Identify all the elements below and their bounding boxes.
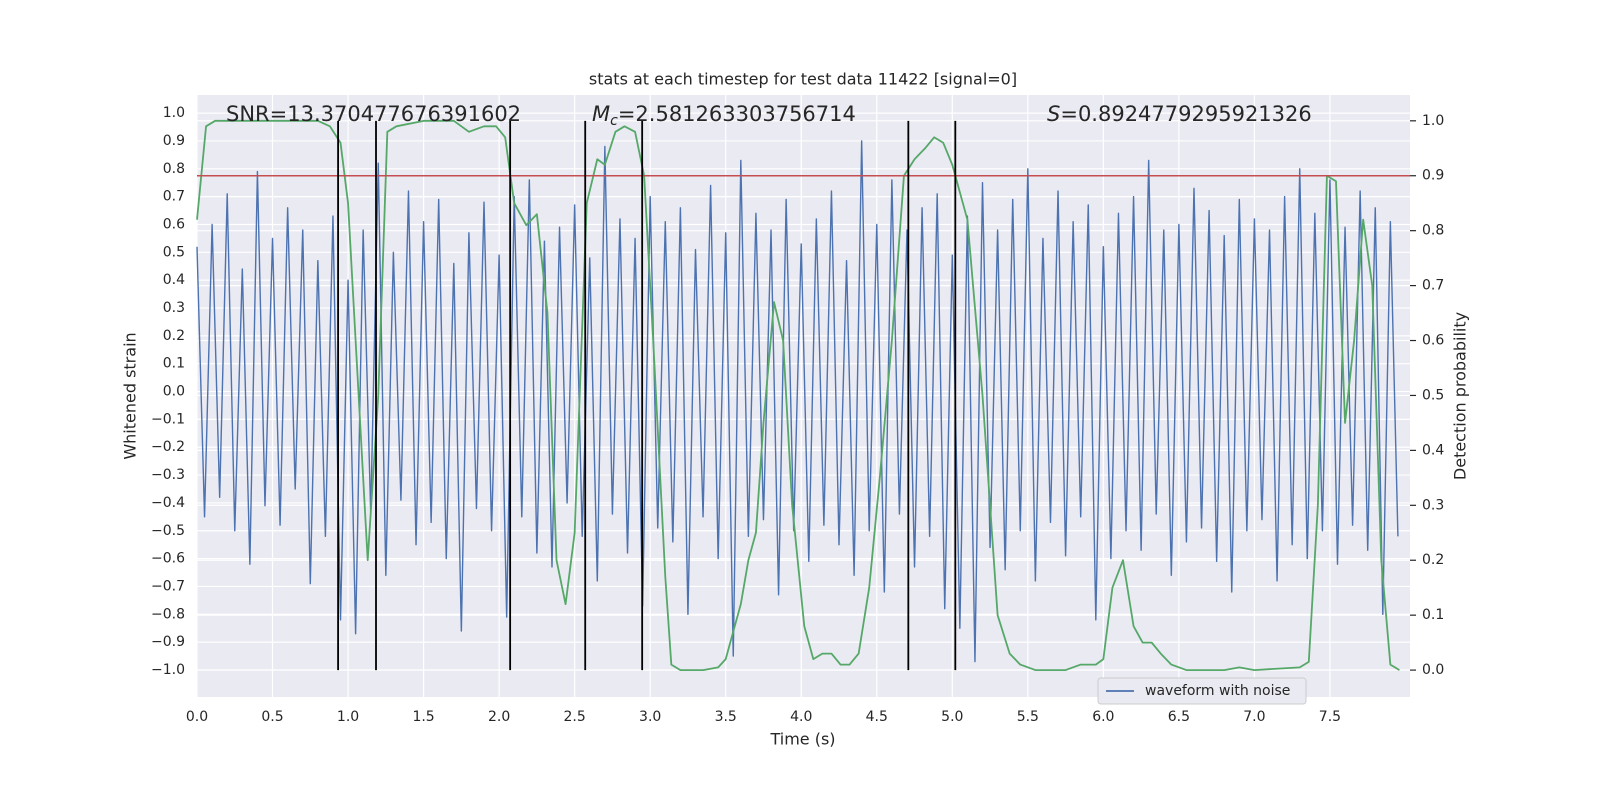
annotation: SNR=13.370477676391602 bbox=[226, 102, 521, 126]
x-axis-label: Time (s) bbox=[769, 730, 835, 749]
y-tick-label: 0.0 bbox=[163, 384, 185, 400]
annotation-symbol: S bbox=[1047, 102, 1060, 126]
y-tick-label: −0.2 bbox=[151, 439, 185, 455]
y2-axis-label: Detection probability bbox=[1451, 312, 1470, 480]
annotation-text: =0.8924779295921326 bbox=[1060, 102, 1311, 126]
x-tick-label: 0.5 bbox=[261, 709, 283, 725]
x-tick-label: 3.5 bbox=[715, 709, 737, 725]
y-tick-label: 0.9 bbox=[163, 133, 185, 149]
legend-box bbox=[1097, 677, 1307, 705]
y-tick-label: 0.8 bbox=[163, 161, 185, 177]
y-tick-label: −0.3 bbox=[151, 467, 185, 483]
x-tick-label: 7.0 bbox=[1243, 709, 1265, 725]
x-tick-label: 1.5 bbox=[412, 709, 434, 725]
y2-tick-label: 0.8 bbox=[1422, 223, 1444, 239]
y-tick-label: −0.7 bbox=[151, 578, 185, 594]
annotation-text: =2.581263303756714 bbox=[618, 102, 856, 126]
y-tick-label: 0.7 bbox=[163, 189, 185, 205]
x-tick-label: 7.5 bbox=[1319, 709, 1341, 725]
y2-tick-label: 0.2 bbox=[1422, 552, 1444, 568]
y2-tick-label: 0.1 bbox=[1422, 607, 1444, 623]
x-tick-label: 0.0 bbox=[186, 709, 208, 725]
y2-tick-label: 0.4 bbox=[1422, 442, 1444, 458]
chart-title: stats at each timestep for test data 114… bbox=[589, 70, 1017, 89]
y-tick-label: −1.0 bbox=[151, 662, 185, 678]
y-tick-label: −0.4 bbox=[151, 495, 185, 511]
annotation-symbol: M bbox=[592, 102, 610, 126]
y-tick-label: 1.0 bbox=[163, 105, 185, 121]
y2-tick-label: 0.5 bbox=[1422, 387, 1444, 403]
y2-tick-label: 1.0 bbox=[1422, 113, 1444, 129]
series-line bbox=[196, 119, 1400, 671]
annotation-text: SNR=13.370477676391602 bbox=[226, 102, 521, 126]
y-tick-label: 0.4 bbox=[163, 272, 185, 288]
series-line bbox=[196, 140, 1399, 663]
x-tick-label: 2.5 bbox=[564, 709, 586, 725]
y2-tick-label: 0.3 bbox=[1422, 497, 1444, 513]
y2-tick-label: 0.0 bbox=[1422, 662, 1444, 678]
y-tick-label: −0.5 bbox=[151, 523, 185, 539]
legend-label: waveform with noise bbox=[1145, 683, 1290, 699]
annotation: Mc=2.581263303756714 bbox=[592, 102, 856, 129]
x-tick-label: 3.0 bbox=[639, 709, 661, 725]
x-tick-label: 2.0 bbox=[488, 709, 510, 725]
x-tick-label: 5.0 bbox=[941, 709, 963, 725]
x-tick-label: 4.0 bbox=[790, 709, 812, 725]
x-tick-label: 1.0 bbox=[337, 709, 359, 725]
y-axis-label: Whitened strain bbox=[121, 332, 140, 459]
y-tick-label: −0.8 bbox=[151, 606, 185, 622]
y-tick-label: 0.3 bbox=[163, 300, 185, 316]
y-tick-label: −0.1 bbox=[151, 411, 185, 427]
annotation: S=0.8924779295921326 bbox=[1047, 102, 1312, 126]
y2-tick-label: 0.7 bbox=[1422, 278, 1444, 294]
y-tick-label: 0.6 bbox=[163, 216, 185, 232]
y-tick-label: −0.6 bbox=[151, 551, 185, 567]
x-tick-label: 4.5 bbox=[866, 709, 888, 725]
x-tick-label: 5.5 bbox=[1017, 709, 1039, 725]
y2-tick-label: 0.9 bbox=[1422, 168, 1444, 184]
y-tick-label: −0.9 bbox=[151, 634, 185, 650]
y-tick-label: 0.5 bbox=[163, 244, 185, 260]
x-tick-label: 6.0 bbox=[1092, 709, 1114, 725]
annotation-subscript: c bbox=[610, 113, 618, 129]
x-tick-label: 6.5 bbox=[1168, 709, 1190, 725]
y-tick-label: 0.2 bbox=[163, 328, 185, 344]
y2-tick-label: 0.6 bbox=[1422, 333, 1444, 349]
y-tick-label: 0.1 bbox=[163, 356, 185, 372]
